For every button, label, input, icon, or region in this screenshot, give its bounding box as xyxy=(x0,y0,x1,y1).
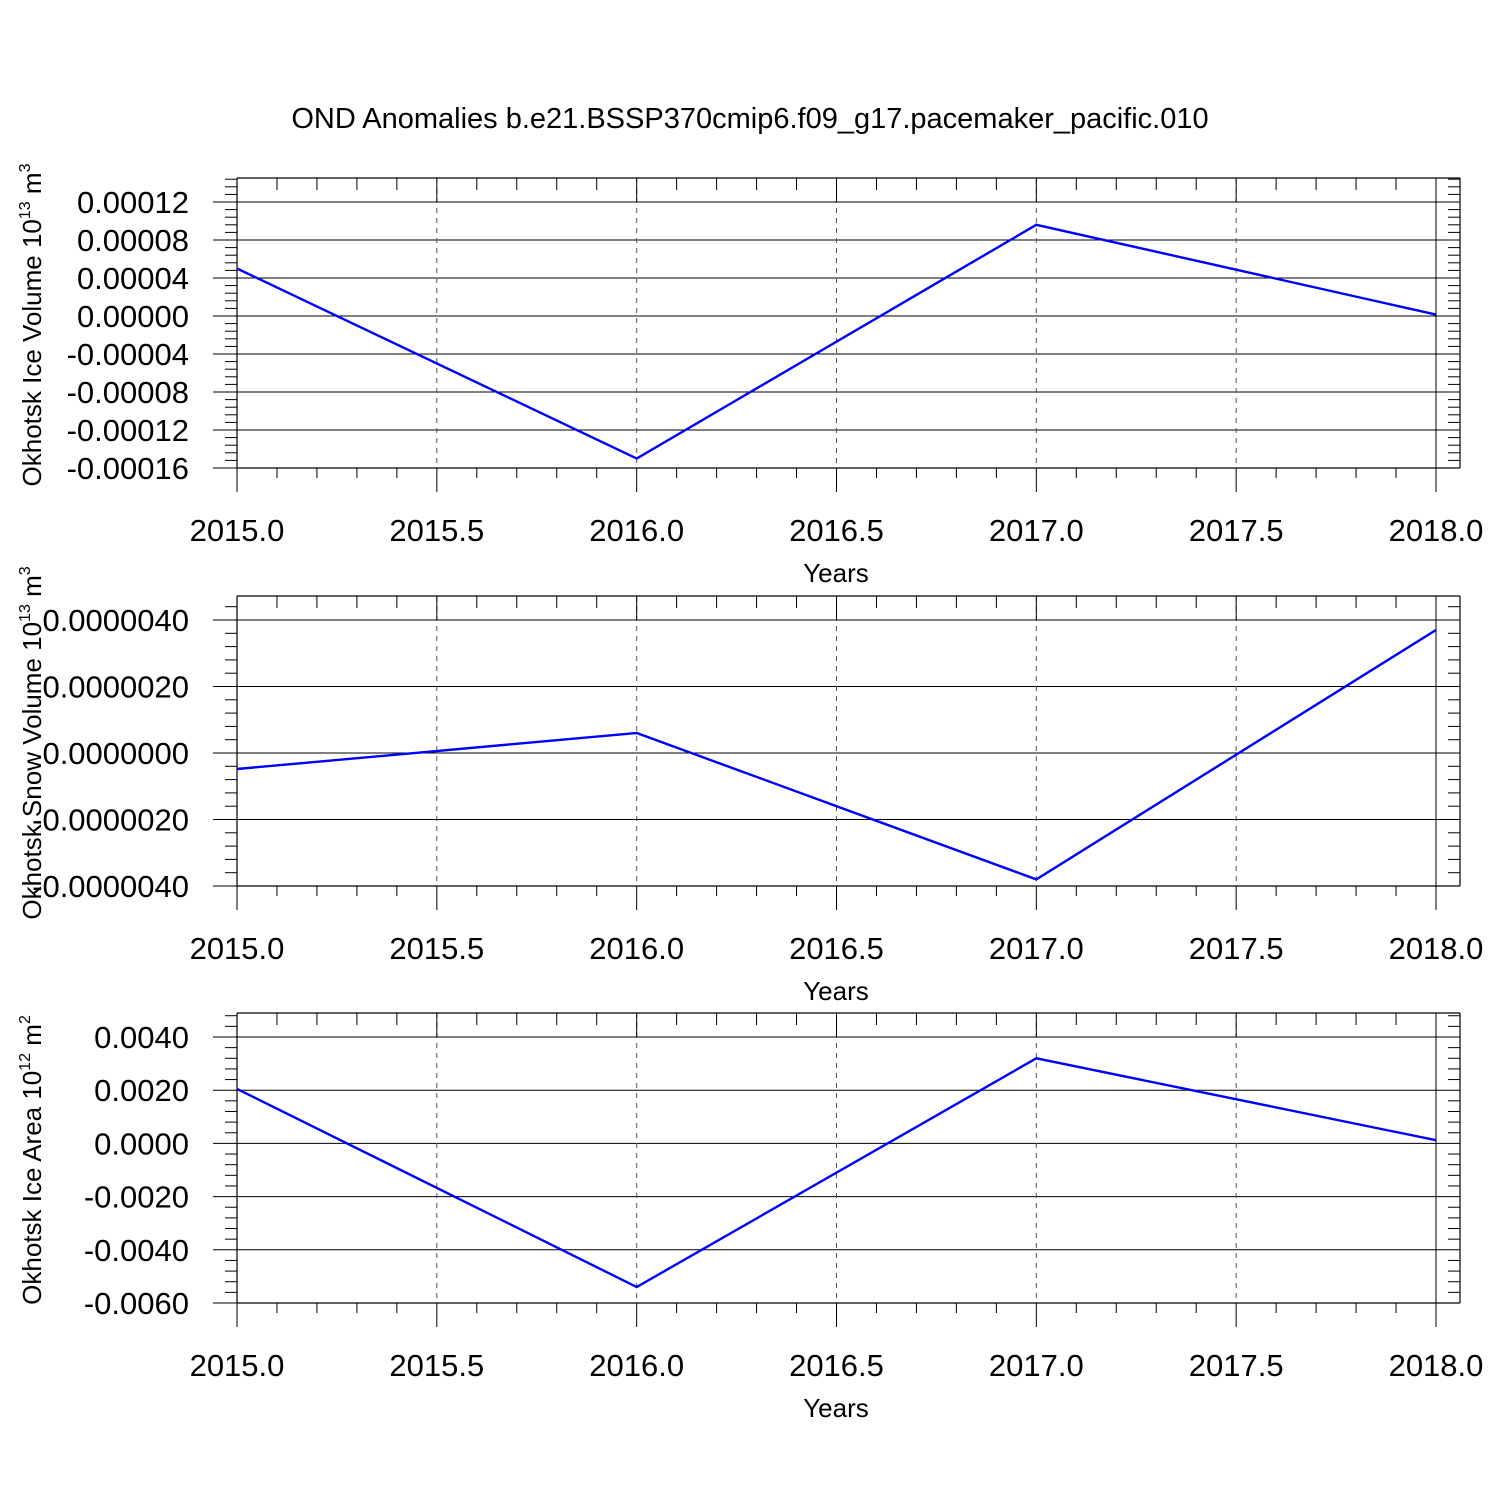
y-axis-title-exponent: 13 xyxy=(17,604,34,622)
y-axis-title-main: Okhotsk Snow Volume 10 xyxy=(17,622,47,920)
x-tick-label: 2015.5 xyxy=(389,513,484,548)
y-tick-label: 0.00012 xyxy=(77,185,189,220)
y-tick-label: -0.0040 xyxy=(84,1233,189,1268)
y-tick-label: -0.00016 xyxy=(67,451,189,486)
y-tick-label: 0.00008 xyxy=(77,223,189,258)
y-axis-title-unit: m xyxy=(17,1024,47,1053)
y-tick-label: -0.00008 xyxy=(67,375,189,410)
y-tick-label: -0.00004 xyxy=(67,337,189,372)
y-tick-label: 0.0000020 xyxy=(42,670,189,705)
data-line xyxy=(236,1057,1437,1289)
y-axis-title-main: Okhotsk Ice Volume 10 xyxy=(17,219,47,486)
x-axis-title: Years xyxy=(803,1393,869,1423)
x-tick-label: 2015.0 xyxy=(190,513,285,548)
figure-title: OND Anomalies b.e21.BSSP370cmip6.f09_g17… xyxy=(291,103,1208,135)
panel-2: 0.0000040 0.0000020 0.0000000 -0.0000020 -0.… xyxy=(17,566,1483,1006)
x-tick-label: 2015.0 xyxy=(190,1348,285,1383)
x-tick-label: 2017.5 xyxy=(1189,1348,1284,1383)
y-tick-label: -0.0000020 xyxy=(32,803,189,838)
panel-1: 0.000120.000080.000040.00000-0.00004-0.0… xyxy=(17,163,1483,588)
y-axis-title-exponent: 12 xyxy=(17,1053,34,1071)
x-tick-label: 2017.0 xyxy=(989,931,1084,966)
x-tick-label: 2018.0 xyxy=(1389,513,1484,548)
x-tick-label: 2017.0 xyxy=(989,513,1084,548)
y-axis-title-main: Okhotsk Ice Area 10 xyxy=(17,1071,47,1305)
y-axis-title: Okhotsk Ice Volume 1013 m3 xyxy=(17,163,47,486)
x-tick-label: 2015.5 xyxy=(389,931,484,966)
y-tick-label: -0.00012 xyxy=(67,413,189,448)
x-tick-label: 2016.0 xyxy=(589,1348,684,1383)
y-tick-label: -0.0000040 xyxy=(32,869,189,904)
y-axis-title-exponent: 13 xyxy=(17,201,34,219)
y-tick-label: 0.0000000 xyxy=(42,736,189,771)
x-tick-label: 2017.5 xyxy=(1189,513,1284,548)
x-tick-label: 2017.0 xyxy=(989,1348,1084,1383)
x-tick-label: 2016.5 xyxy=(789,513,884,548)
x-tick-label: 2016.0 xyxy=(589,513,684,548)
y-tick-label: 0.0000040 xyxy=(42,603,189,638)
y-tick-label: 0.0040 xyxy=(94,1020,189,1055)
x-axis-title: Years xyxy=(803,558,869,588)
y-tick-label: 0.00000 xyxy=(77,299,189,334)
y-axis-title: Okhotsk Ice Area 1012 m2 xyxy=(17,1015,47,1305)
y-tick-label: -0.0060 xyxy=(84,1286,189,1321)
x-tick-label: 2015.0 xyxy=(190,931,285,966)
x-tick-label: 2018.0 xyxy=(1389,1348,1484,1383)
panel-3: 0.00400.00200.0000-0.0020-0.0040-0.00602… xyxy=(17,1012,1484,1423)
y-tick-label: 0.0000 xyxy=(94,1126,189,1161)
y-tick-label: 0.00004 xyxy=(77,261,189,296)
y-axis-title-unit-exponent: 3 xyxy=(17,163,34,172)
y-axis-title-unit: m xyxy=(17,172,47,201)
y-tick-label: -0.0020 xyxy=(84,1180,189,1215)
y-axis-title: Okhotsk Snow Volume 1013 m3 xyxy=(17,566,47,919)
x-tick-label: 2015.5 xyxy=(389,1348,484,1383)
x-tick-label: 2018.0 xyxy=(1389,931,1484,966)
x-tick-label: 2016.0 xyxy=(589,931,684,966)
panels: 0.000120.000080.000040.00000-0.00004-0.0… xyxy=(17,163,1483,1423)
x-tick-label: 2016.5 xyxy=(789,931,884,966)
x-tick-label: 2016.5 xyxy=(789,1348,884,1383)
y-tick-label: 0.0020 xyxy=(94,1073,189,1108)
x-axis-title: Years xyxy=(803,976,869,1006)
y-axis-title-unit: m xyxy=(17,575,47,604)
y-axis-title-unit-exponent: 2 xyxy=(17,1015,34,1024)
data-line xyxy=(236,223,1437,460)
data-line xyxy=(236,628,1437,881)
x-tick-label: 2017.5 xyxy=(1189,931,1284,966)
y-axis-title-unit-exponent: 3 xyxy=(17,566,34,575)
